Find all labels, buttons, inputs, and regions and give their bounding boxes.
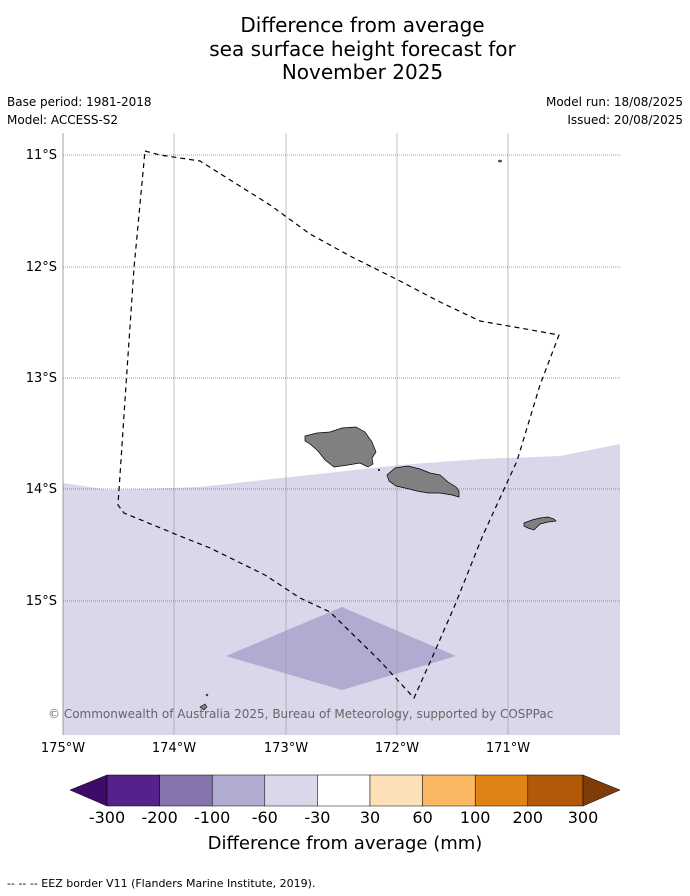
anomaly-region-light [63,444,620,735]
upolu-island [386,465,460,498]
copyright-notice: © Commonwealth of Australia 2025, Bureau… [48,707,554,721]
small-islet-east [378,469,380,471]
colorbar-tick-3: -100 [194,808,231,827]
small-islet-southwest [199,703,208,711]
colorbar-segment-3 [211,774,266,807]
lat-label-13s: 13°S [25,371,57,386]
savaii-island [304,426,377,468]
colorbar-segment-9 [527,774,584,807]
map-plot-area [62,133,620,735]
colorbar-title: Difference from average (mm) [207,833,483,854]
lon-label-174w: 174°W [151,741,197,756]
issued-label: Issued: 20/08/2025 [567,113,683,127]
colorbar-tick-2: -200 [141,808,178,827]
colorbar-segment-6 [369,774,423,807]
small-islet-southwest-2 [205,693,209,697]
lon-label-172w: 172°W [374,741,420,756]
tutuila-island [523,516,557,531]
colorbar-over-extension [582,774,621,807]
colorbar-tick-9: 200 [512,808,544,827]
lon-label-173w: 173°W [263,741,309,756]
colorbar-segment-7 [422,774,476,807]
colorbar-segment-2 [159,774,213,807]
meridian-gridlines [173,133,509,735]
colorbar-tick-5: -30 [304,808,331,827]
colorbar-tick-6: 30 [359,808,381,827]
small-islet-north [498,159,502,163]
colorbar-segment-1 [106,774,160,807]
lat-label-11s: 11°S [25,148,57,163]
title-line-1: Difference from average [240,13,485,37]
colorbar-tick-4: -60 [251,808,278,827]
model-label: Model: ACCESS-S2 [7,113,119,127]
eez-border [117,150,560,700]
title-line-3: November 2025 [281,60,444,84]
anomaly-region-medium [226,607,456,690]
eez-legend-note: -- -- -- EEZ border V11 (Flanders Marine… [7,877,316,890]
map-title: Difference from average sea surface heig… [0,13,690,85]
colorbar-tick-1: -300 [88,808,126,827]
colorbar [69,774,621,807]
parallel-gridlines [63,154,620,602]
lat-label-15s: 15°S [25,594,57,609]
colorbar-tick-8: 100 [459,808,491,827]
lon-label-171w: 171°W [485,741,531,756]
title-line-2: sea surface height forecast for [209,36,516,61]
lat-label-14s: 14°S [25,482,57,497]
colorbar-tick-7: 60 [412,808,433,827]
colorbar-segment-5 [317,774,371,807]
model-run-label: Model run: 18/08/2025 [545,95,683,109]
lon-label-175w: 175°W [40,741,86,756]
base-period-label: Base period: 1981-2018 [7,95,152,109]
colorbar-segment-4 [264,774,318,807]
colorbar-tick-10: 300 [567,808,599,827]
colorbar-segment-8 [474,774,529,807]
colorbar-under-extension [69,774,108,807]
lat-label-12s: 12°S [25,260,57,275]
